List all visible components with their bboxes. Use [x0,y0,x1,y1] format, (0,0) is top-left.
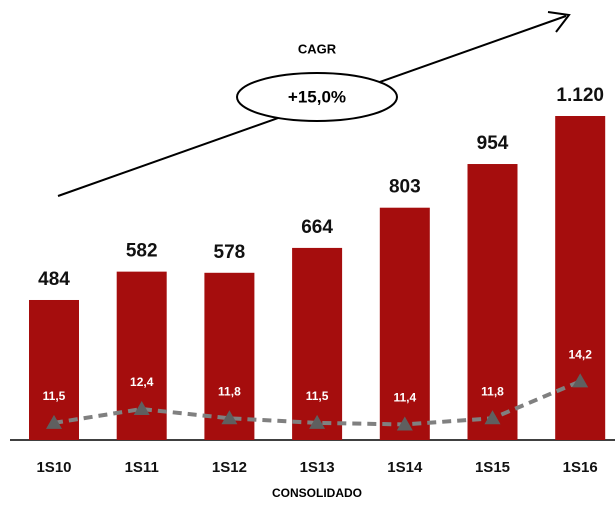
x-tick-label: 1S10 [36,459,71,476]
x-tick-label: 1S15 [475,459,510,476]
bar [467,164,518,440]
x-tick-label: 1S12 [212,459,247,476]
x-tick-label: 1S16 [563,459,598,476]
cagr-arrow-head [547,11,571,33]
x-axis-label: CONSOLIDADO [272,486,362,500]
line-value-label: 11,8 [218,384,241,398]
bar [292,247,343,440]
x-tick-label: 1S13 [300,459,335,476]
bar-value-label: 484 [38,269,70,290]
cagr-ellipse [236,72,398,122]
line-marker [133,401,150,416]
cagr-title: CAGR [298,41,337,56]
bar-value-label: 578 [214,242,246,263]
line-marker [309,414,326,429]
line-value-label: 11,5 [43,389,66,403]
bar-value-label: 1.120 [556,85,604,106]
line-marker [396,416,413,431]
line-marker [484,410,501,425]
bar-value-label: 954 [477,133,509,154]
line-value-label: 14,2 [569,347,593,361]
line-value-label: 11,5 [306,389,329,403]
line-value-label: 12,4 [130,375,154,389]
bar [555,116,606,440]
line-value-label: 11,4 [393,391,416,405]
bar-value-label: 803 [389,177,421,198]
line-marker [46,414,62,429]
bar [379,207,430,440]
line-marker [572,373,589,388]
x-tick-label: 1S11 [125,459,159,476]
cagr-value: +15,0% [288,87,346,106]
line-marker [221,410,238,425]
line-value-label: 11,8 [481,384,504,398]
x-tick-label: 1S14 [387,459,423,476]
bar-value-label: 664 [301,217,333,238]
bar-value-label: 582 [126,241,158,262]
